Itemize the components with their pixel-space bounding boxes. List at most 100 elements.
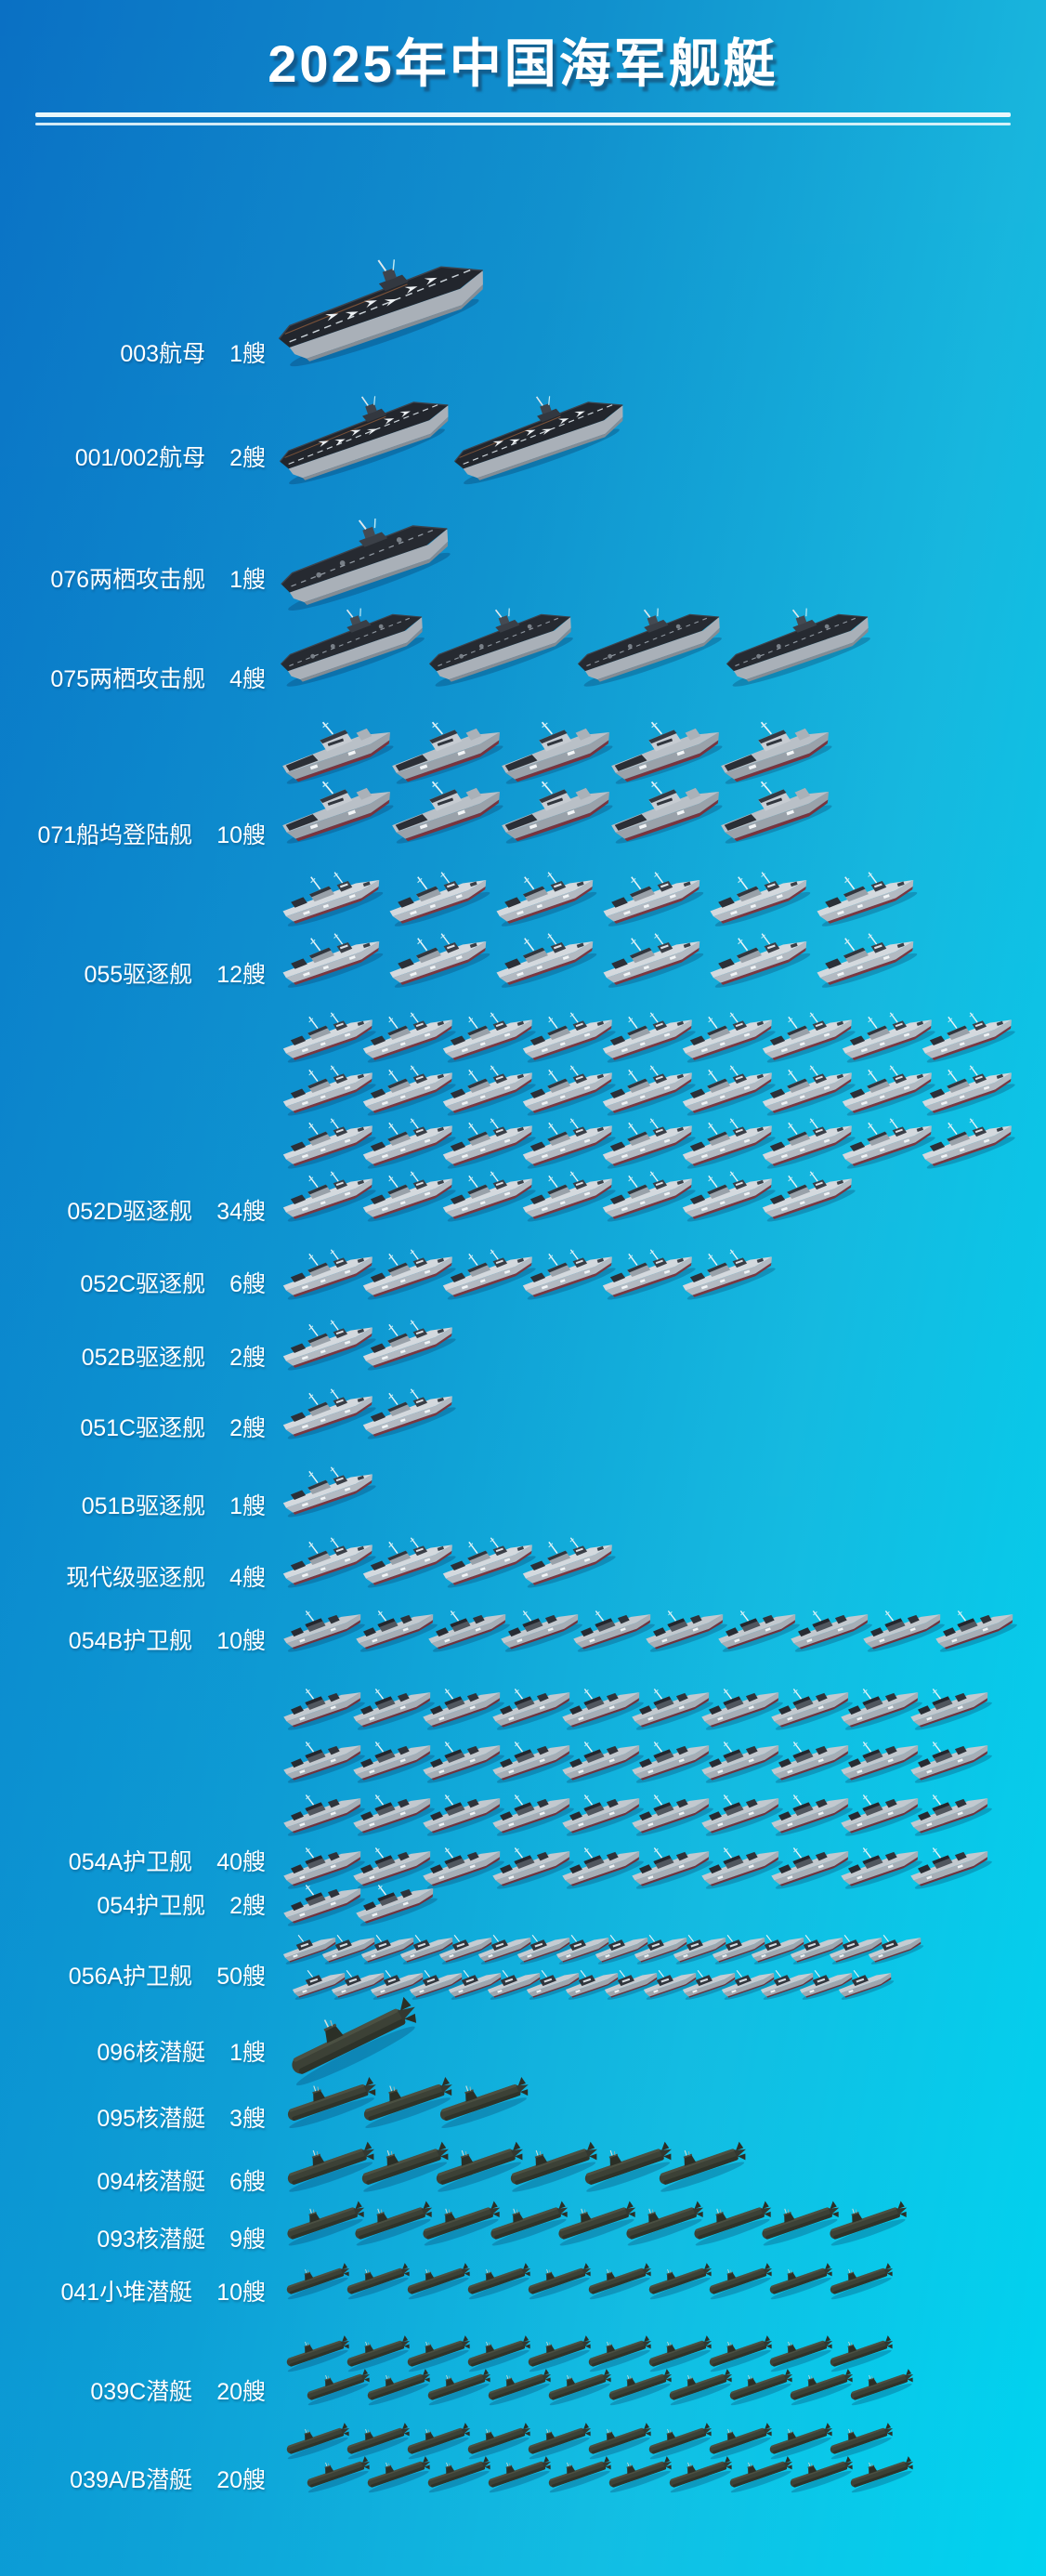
ship-count: 34艘 (216, 1199, 266, 1225)
ship-icon-group (275, 1373, 463, 1444)
destroyer-icon (595, 855, 707, 932)
ship-icon-row (275, 1521, 622, 1593)
destroyer-icon (674, 1233, 778, 1305)
ship-icon-row (284, 2082, 539, 2137)
ship-icon-row (274, 916, 924, 993)
landing-platform-dock-icon (490, 761, 617, 849)
ship-class-name: 052B驱逐舰 (81, 1345, 206, 1371)
ship-count: 4艘 (229, 666, 266, 692)
section-label: 051B驱逐舰 1艘 (0, 1492, 266, 1520)
amphibious-assault-ship-icon (417, 586, 581, 693)
ship-class-name: 041小堆潜艇 (60, 2280, 193, 2306)
section-label: 052B驱逐舰 2艘 (0, 1344, 266, 1372)
destroyer-icon (754, 1155, 858, 1227)
ship-icon-row (284, 2147, 756, 2201)
submarine-icon (848, 2459, 921, 2500)
section-label: 051C驱逐舰 2艘 (0, 1414, 266, 1442)
corvette-icon (833, 1958, 896, 2004)
ship-icon-row (275, 1233, 782, 1305)
section-label: 096核潜艇 1艘 (0, 2039, 266, 2067)
ship-count: 6艘 (229, 1271, 266, 1297)
fleet-section: 075两栖攻击舰 4艘 (0, 586, 1046, 695)
submarine-icon (828, 2266, 900, 2307)
ship-class-name: 039A/B潜艇 (70, 2467, 193, 2493)
section-label: 041小堆潜艇 10艘 (0, 2279, 266, 2307)
frigate-icon (903, 1724, 995, 1788)
ship-count: 1艘 (229, 567, 266, 593)
ship-icon-row (278, 1923, 929, 1968)
destroyer-icon (274, 916, 386, 993)
destroyer-icon (914, 1102, 1018, 1174)
ship-class-name: 051C驱逐舰 (80, 1415, 206, 1441)
ship-class-name: 096核潜艇 (97, 2040, 206, 2066)
ship-icon-row (275, 1155, 862, 1227)
destroyer-icon (488, 916, 600, 993)
section-label: 055驱逐舰 12艘 (0, 961, 266, 989)
ship-icon-row (276, 1671, 999, 1735)
ship-icon-group (284, 2205, 916, 2254)
ship-class-name: 051B驱逐舰 (81, 1493, 206, 1519)
ship-icon-row (264, 228, 507, 383)
ship-icon-row (275, 1373, 463, 1444)
ship-icon-row (268, 586, 886, 695)
nuclear-submarine-icon (827, 2205, 916, 2254)
ship-icon-group (275, 1451, 383, 1522)
ship-count: 9艘 (229, 2227, 266, 2253)
fleet-section: 055驱逐舰 12艘 (0, 855, 1046, 993)
fleet-section: 003航母 1艘 (0, 228, 1046, 383)
section-label: 039A/B潜艇 20艘 (0, 2466, 266, 2494)
frigate-icon (903, 1671, 995, 1735)
frigate-icon (348, 1867, 440, 1931)
ship-class-name: 075两栖攻击舰 (50, 666, 206, 692)
fleet-section: 056A护卫舰 50艘 (0, 1923, 1046, 2004)
ship-count: 40艘 (216, 1849, 266, 1875)
section-label: 095核潜艇 3艘 (0, 2105, 266, 2133)
section-label: 039C潜艇 20艘 (0, 2378, 266, 2406)
ship-icon-group (275, 1521, 622, 1593)
destroyer-icon (381, 916, 493, 993)
ship-icon-group (270, 702, 843, 849)
destroyer-icon (808, 916, 921, 993)
nuclear-submarine-icon (437, 2082, 539, 2137)
section-label: 094核潜艇 6艘 (0, 2168, 266, 2196)
ship-icon-row (287, 1958, 899, 2004)
section-label: 054护卫舰 2艘 (0, 1892, 266, 1920)
destroyer-icon (381, 855, 493, 932)
fleet-section: 096核潜艇 1艘 (0, 2005, 1046, 2102)
fleet-section: 051B驱逐舰 1艘 (0, 1451, 1046, 1522)
section-label: 056A护卫舰 50艘 (0, 1963, 266, 1991)
aircraft-carrier-icon (264, 228, 496, 375)
ship-count: 1艘 (229, 341, 266, 367)
ship-icon-group (268, 370, 643, 498)
frigate-icon (928, 1593, 1020, 1657)
destroyer-icon (355, 1304, 459, 1375)
fleet-section: 095核潜艇 3艘 (0, 2082, 1046, 2137)
ship-class-name: 056A护卫舰 (68, 1964, 193, 1990)
ship-icon-row (305, 2459, 921, 2500)
fleet-section: 094核潜艇 6艘 (0, 2147, 1046, 2201)
ship-count: 2艘 (229, 1893, 266, 1919)
ship-class-name: 094核潜艇 (97, 2169, 206, 2195)
ship-icon-row (276, 1867, 444, 1931)
ship-count: 2艘 (229, 1345, 266, 1371)
header: 2025年中国海军舰艇 (0, 0, 1046, 125)
landing-platform-dock-icon (599, 761, 726, 849)
aircraft-carrier-icon (442, 370, 634, 492)
ship-count: 10艘 (216, 822, 266, 848)
fleet-list: 003航母 1艘 001/002航母 2艘 076两栖攻击舰 1艘 075两栖攻击舰 4艘 07… (0, 228, 1046, 2500)
ship-count: 20艘 (216, 2467, 266, 2493)
section-label: 003航母 1艘 (0, 340, 266, 368)
landing-platform-dock-icon (270, 761, 398, 849)
ship-icon-row (274, 855, 924, 932)
destroyer-icon (701, 916, 814, 993)
section-label: 054B护卫舰 10艘 (0, 1627, 266, 1655)
ship-class-name: 039C潜艇 (90, 2379, 193, 2405)
destroyer-icon (275, 1451, 379, 1522)
ship-class-name: 052D驱逐舰 (67, 1199, 193, 1225)
ship-class-name: 076两栖攻击舰 (50, 567, 206, 593)
fleet-section: 041小堆潜艇 10艘 (0, 2266, 1046, 2307)
ship-count: 1艘 (229, 2040, 266, 2066)
fleet-section: 071船坞登陆舰 10艘 (0, 702, 1046, 849)
fleet-section: 039A/B潜艇 20艘 (0, 2425, 1046, 2500)
